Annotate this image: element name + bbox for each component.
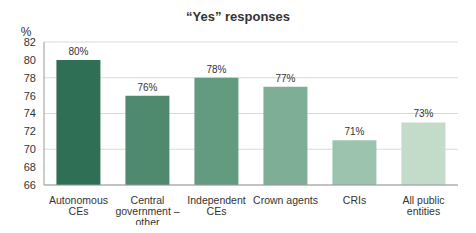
svg-text:Centralgovernment –other: Centralgovernment –other — [115, 194, 179, 225]
svg-text:74: 74 — [24, 107, 36, 119]
html-text:“Yes” responses: “Yes” responses — [186, 9, 290, 24]
svg-text:77%: 77% — [275, 73, 295, 84]
svg-text:76%: 76% — [137, 82, 157, 93]
svg-text:%: % — [21, 26, 32, 39]
svg-text:71%: 71% — [344, 126, 364, 137]
svg-text:IndependentCEs: IndependentCEs — [187, 194, 245, 217]
svg-text:80%: 80% — [68, 46, 88, 57]
svg-text:AutonomousCEs: AutonomousCEs — [49, 194, 108, 217]
svg-text:70: 70 — [24, 143, 36, 155]
svg-text:80: 80 — [24, 54, 36, 66]
svg-text:73%: 73% — [413, 108, 433, 119]
svg-text:78%: 78% — [206, 64, 226, 75]
svg-text:68: 68 — [24, 161, 36, 173]
svg-text:CRIs: CRIs — [343, 194, 366, 206]
svg-text:72: 72 — [24, 125, 36, 137]
svg-text:78: 78 — [24, 72, 36, 84]
svg-text:76: 76 — [24, 90, 36, 102]
svg-text:All publicentities: All publicentities — [402, 194, 444, 217]
svg-text:66: 66 — [24, 179, 36, 191]
svg-text:82: 82 — [23, 35, 36, 48]
svg-text:Crown agents: Crown agents — [253, 194, 318, 206]
